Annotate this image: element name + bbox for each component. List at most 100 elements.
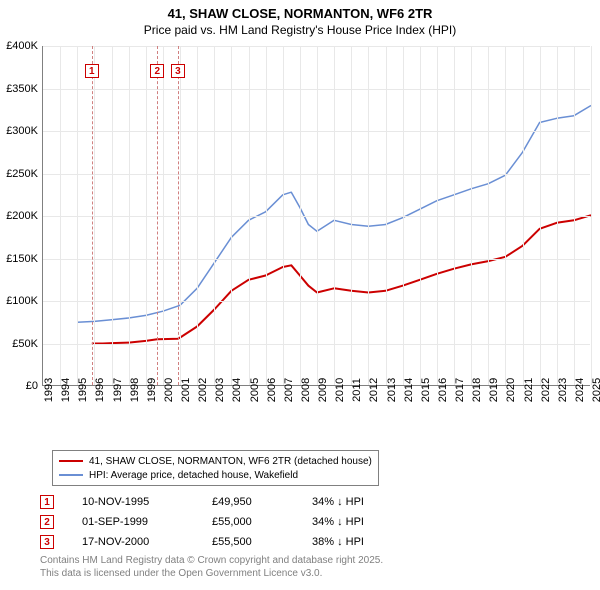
gridline-v xyxy=(146,46,147,385)
sales-row-price: £55,000 xyxy=(212,516,312,528)
legend: 41, SHAW CLOSE, NORMANTON, WF6 2TR (deta… xyxy=(52,450,379,486)
gridline-v xyxy=(557,46,558,385)
gridline-v xyxy=(60,46,61,385)
sales-row-marker: 2 xyxy=(40,515,54,529)
title-line2: Price paid vs. HM Land Registry's House … xyxy=(0,23,600,37)
xtick-label: 1998 xyxy=(129,378,141,402)
xtick-label: 1994 xyxy=(60,378,72,402)
gridline-v xyxy=(523,46,524,385)
sales-table: 1 10-NOV-1995£49,95034% ↓ HPI 2 01-SEP-1999… xyxy=(40,492,422,552)
gridline-v xyxy=(129,46,130,385)
gridline-v xyxy=(163,46,164,385)
sales-row: 2 01-SEP-1999£55,00034% ↓ HPI xyxy=(40,512,422,532)
gridline-v xyxy=(214,46,215,385)
gridline-v xyxy=(368,46,369,385)
ytick-label: £200K xyxy=(0,210,38,222)
gridline-v xyxy=(197,46,198,385)
attribution: Contains HM Land Registry data © Crown c… xyxy=(40,555,383,580)
sale-marker-box: 1 xyxy=(85,64,99,78)
gridline-v xyxy=(351,46,352,385)
legend-label: 41, SHAW CLOSE, NORMANTON, WF6 2TR (deta… xyxy=(89,456,372,467)
xtick-label: 2022 xyxy=(540,378,552,402)
ytick-label: £350K xyxy=(0,83,38,95)
gridline-v xyxy=(283,46,284,385)
chart-area: £0£50K£100K£150K£200K£250K£300K£350K£400… xyxy=(42,46,590,416)
ytick-label: £300K xyxy=(0,125,38,137)
gridline-v xyxy=(317,46,318,385)
sale-marker-line xyxy=(92,46,93,385)
xtick-label: 2024 xyxy=(574,378,586,402)
xtick-label: 2009 xyxy=(317,378,329,402)
legend-label: HPI: Average price, detached house, Wake… xyxy=(89,470,298,481)
xtick-label: 1993 xyxy=(43,378,55,402)
title-line1: 41, SHAW CLOSE, NORMANTON, WF6 2TR xyxy=(0,6,600,21)
xtick-label: 2006 xyxy=(266,378,278,402)
gridline-v xyxy=(94,46,95,385)
gridline-v xyxy=(488,46,489,385)
xtick-label: 2000 xyxy=(163,378,175,402)
gridline-v xyxy=(540,46,541,385)
ytick-label: £100K xyxy=(0,295,38,307)
legend-swatch xyxy=(59,460,83,462)
sale-marker-box: 2 xyxy=(150,64,164,78)
chart-container: 41, SHAW CLOSE, NORMANTON, WF6 2TR Price… xyxy=(0,0,600,590)
ytick-label: £50K xyxy=(0,338,38,350)
xtick-label: 2008 xyxy=(300,378,312,402)
gridline-v xyxy=(300,46,301,385)
sales-row-date: 10-NOV-1995 xyxy=(82,496,212,508)
xtick-label: 2023 xyxy=(557,378,569,402)
xtick-label: 2005 xyxy=(249,378,261,402)
xtick-label: 2025 xyxy=(591,378,600,402)
xtick-label: 2017 xyxy=(454,378,466,402)
xtick-label: 2012 xyxy=(368,378,380,402)
series-line xyxy=(92,215,591,343)
gridline-v xyxy=(420,46,421,385)
plot-box: £0£50K£100K£150K£200K£250K£300K£350K£400… xyxy=(42,46,590,386)
sales-row-date: 01-SEP-1999 xyxy=(82,516,212,528)
sales-row-price: £49,950 xyxy=(212,496,312,508)
xtick-label: 1997 xyxy=(112,378,124,402)
xtick-label: 2014 xyxy=(403,378,415,402)
sales-row-hpi: 34% ↓ HPI xyxy=(312,516,422,528)
xtick-label: 2001 xyxy=(180,378,192,402)
xtick-label: 2004 xyxy=(231,378,243,402)
sales-row: 110-NOV-1995£49,95034% ↓ HPI xyxy=(40,492,422,512)
gridline-v xyxy=(386,46,387,385)
ytick-label: £0 xyxy=(0,380,38,392)
sales-row-date: 17-NOV-2000 xyxy=(82,536,212,548)
xtick-label: 2007 xyxy=(283,378,295,402)
gridline-v xyxy=(591,46,592,385)
attribution-line2: This data is licensed under the Open Gov… xyxy=(40,568,383,581)
gridline-v xyxy=(231,46,232,385)
gridline-v xyxy=(454,46,455,385)
xtick-label: 1999 xyxy=(146,378,158,402)
xtick-label: 2019 xyxy=(488,378,500,402)
gridline-v xyxy=(334,46,335,385)
ytick-label: £250K xyxy=(0,168,38,180)
sales-row: 317-NOV-2000£55,50038% ↓ HPI xyxy=(40,532,422,552)
sale-marker-line xyxy=(157,46,158,385)
ytick-label: £400K xyxy=(0,40,38,52)
sale-marker-box: 3 xyxy=(171,64,185,78)
gridline-v xyxy=(112,46,113,385)
xtick-label: 2002 xyxy=(197,378,209,402)
gridline-v xyxy=(574,46,575,385)
gridline-v xyxy=(505,46,506,385)
gridline-v xyxy=(437,46,438,385)
gridline-v xyxy=(180,46,181,385)
gridline-v xyxy=(249,46,250,385)
xtick-label: 2013 xyxy=(386,378,398,402)
sale-marker-line xyxy=(178,46,179,385)
gridline-v xyxy=(77,46,78,385)
sales-row-marker: 3 xyxy=(40,535,54,549)
sales-row-marker: 1 xyxy=(40,495,54,509)
xtick-label: 1996 xyxy=(94,378,106,402)
gridline-v xyxy=(403,46,404,385)
xtick-label: 2016 xyxy=(437,378,449,402)
xtick-label: 2021 xyxy=(523,378,535,402)
legend-swatch xyxy=(59,474,83,476)
xtick-label: 2010 xyxy=(334,378,346,402)
gridline-v xyxy=(471,46,472,385)
xtick-label: 2018 xyxy=(471,378,483,402)
xtick-label: 1995 xyxy=(77,378,89,402)
